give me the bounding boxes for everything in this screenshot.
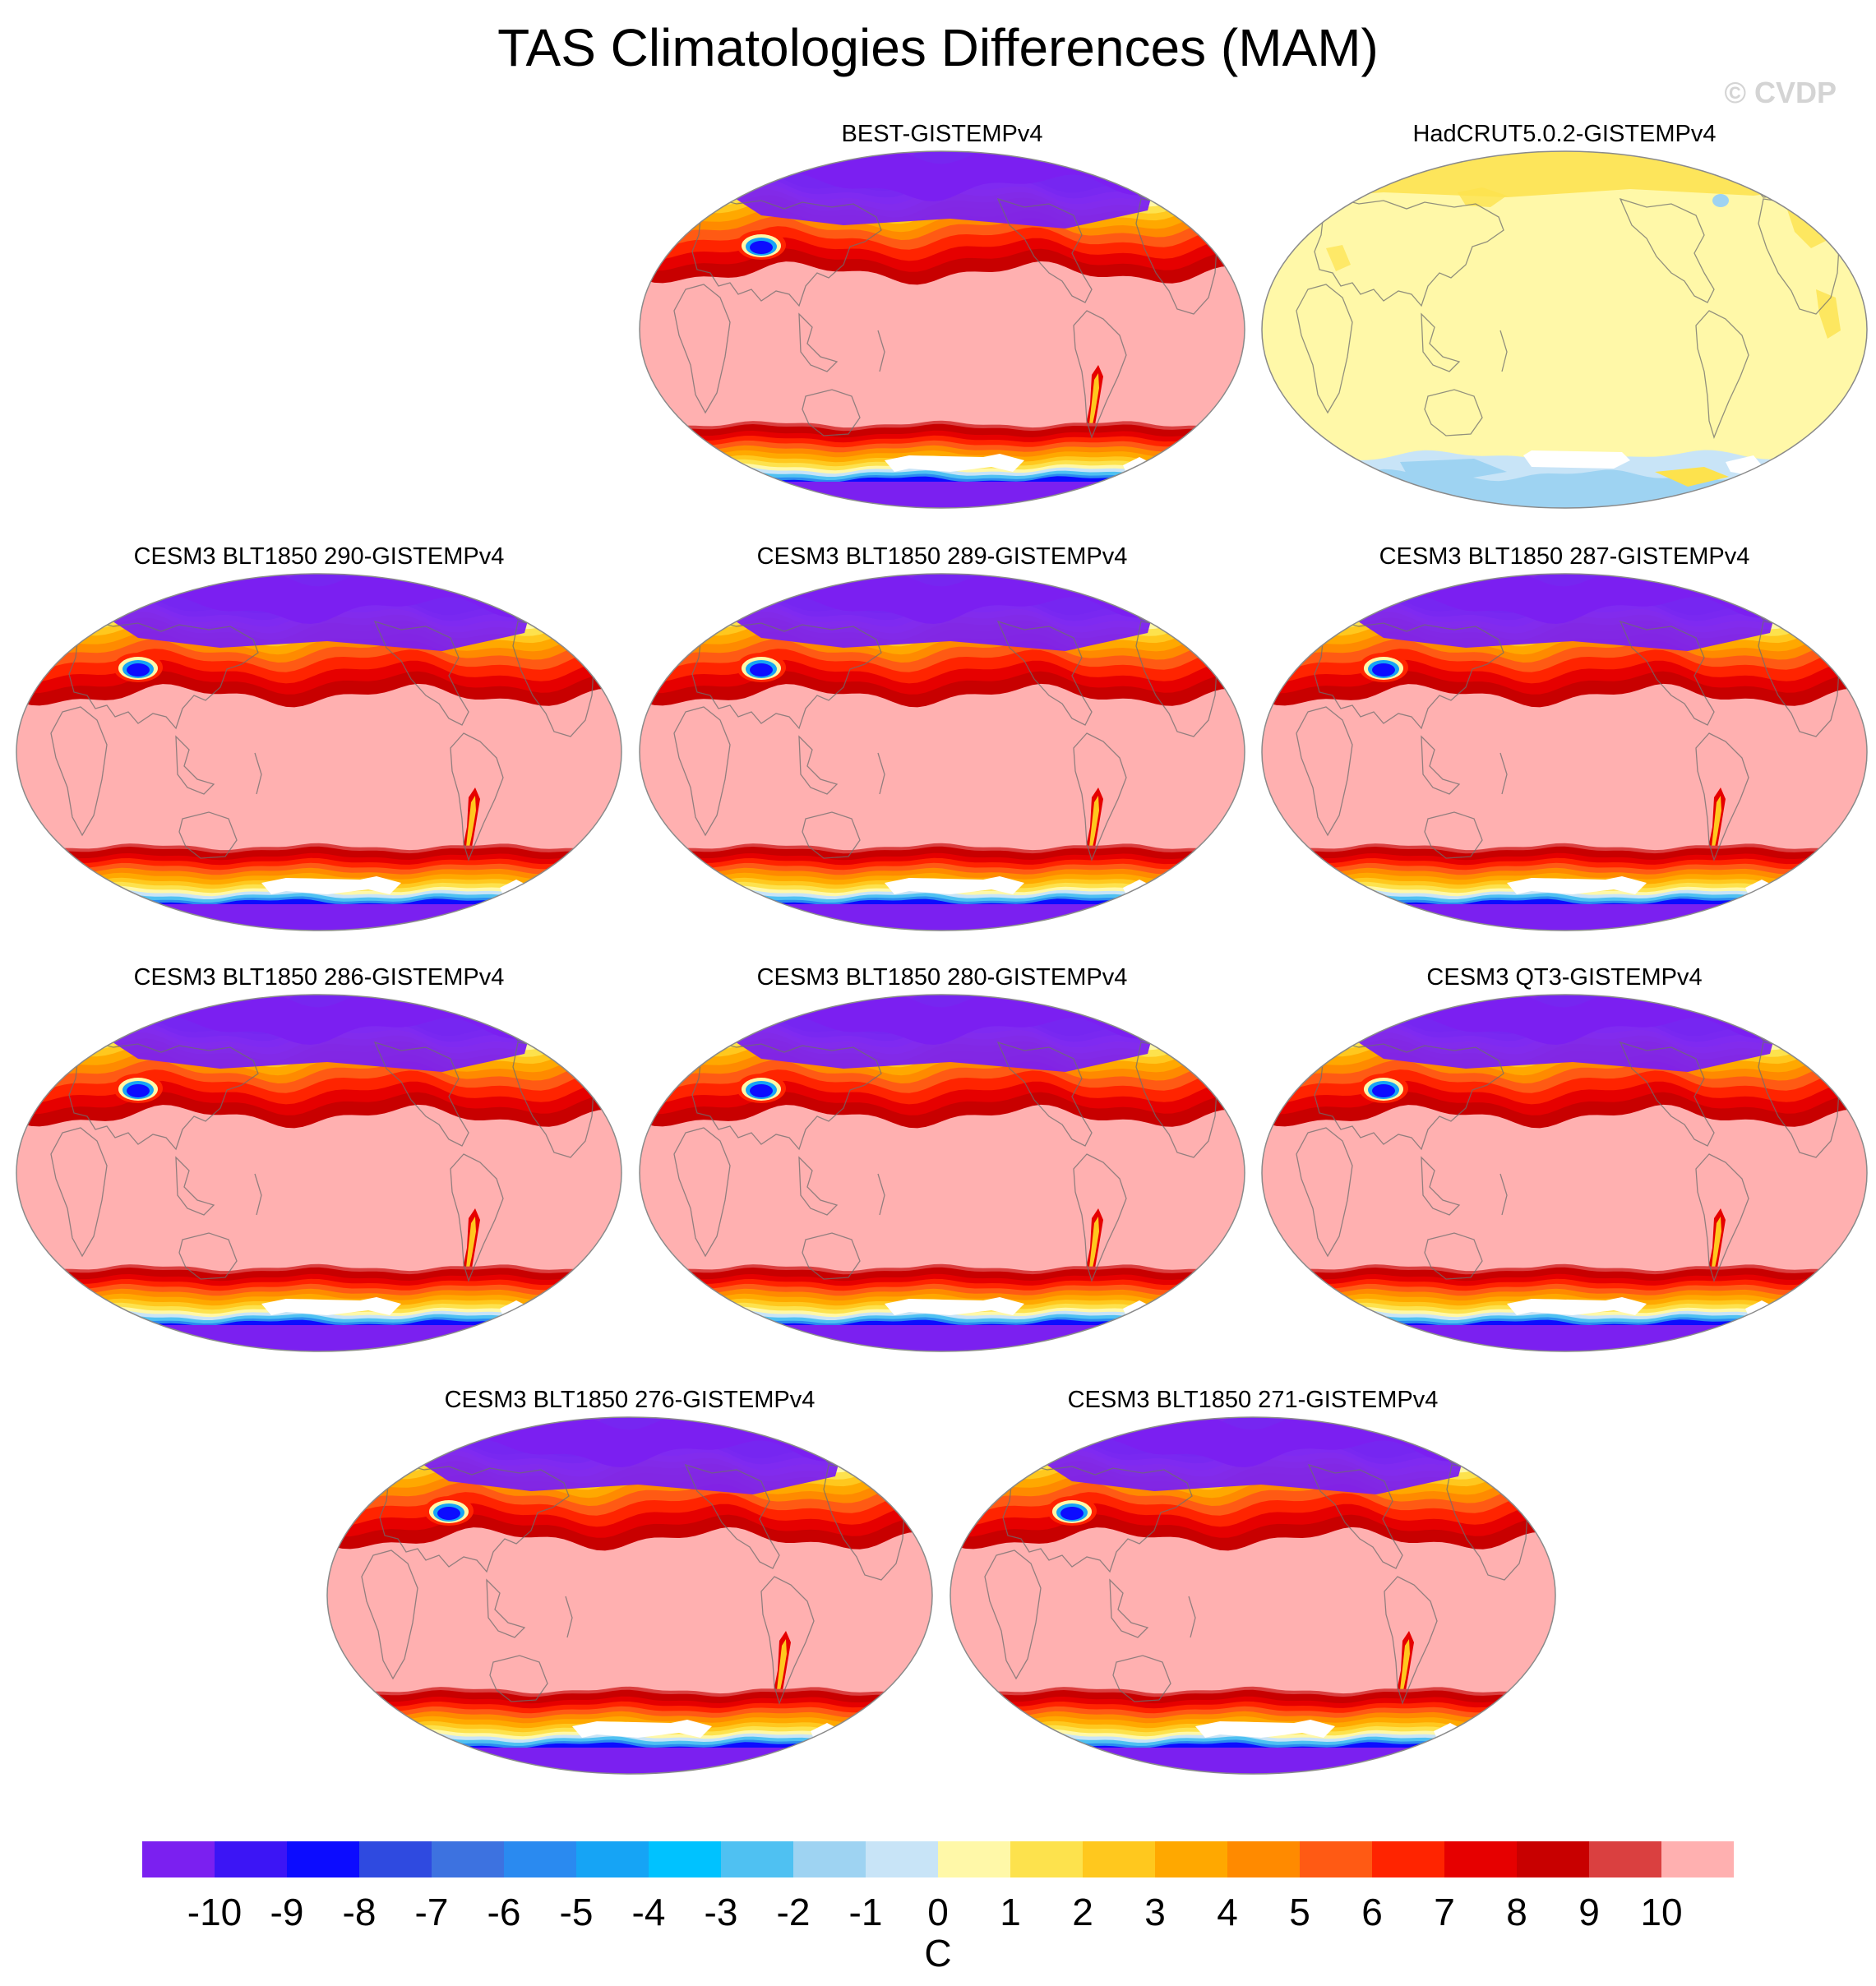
map-field xyxy=(639,573,1245,931)
panel-title: CESM3 BLT1850 289-GISTEMPv4 xyxy=(756,543,1128,570)
map-panel: CESM3 BLT1850 290-GISTEMPv4 xyxy=(15,543,623,932)
map-field xyxy=(639,150,1245,509)
colorbar-swatch xyxy=(287,1841,359,1877)
colorbar-tick-label: -9 xyxy=(270,1891,304,1933)
colorbar-tick-label: -4 xyxy=(632,1891,666,1933)
map-panel: CESM3 BLT1850 286-GISTEMPv4 xyxy=(15,963,623,1353)
colorbar-swatch xyxy=(1444,1841,1517,1877)
colorbar-tick-label: -6 xyxy=(487,1891,521,1933)
colorbar-tick-label: 4 xyxy=(1217,1891,1238,1933)
colorbar-swatch xyxy=(432,1841,504,1877)
map-field xyxy=(326,1416,933,1775)
map-panel: CESM3 BLT1850 289-GISTEMPv4 xyxy=(638,543,1246,932)
colorbar-tick-label: 7 xyxy=(1434,1891,1455,1933)
map-field xyxy=(950,1416,1556,1775)
panel-title: CESM3 QT3-GISTEMPv4 xyxy=(1426,964,1703,991)
watermark: © CVDP xyxy=(1724,76,1837,109)
colorbar-tick-label: -2 xyxy=(777,1891,811,1933)
colorbar-swatch xyxy=(1155,1841,1227,1877)
map-panel: CESM3 BLT1850 287-GISTEMPv4 xyxy=(1260,543,1869,932)
colorbar-swatch xyxy=(215,1841,287,1877)
colorbar-tick-label: 10 xyxy=(1640,1891,1682,1933)
colorbar-swatch xyxy=(1589,1841,1661,1877)
map-field xyxy=(1261,994,1868,1352)
map-panel: CESM3 BLT1850 271-GISTEMPv4 xyxy=(949,1386,1557,1776)
colorbar-tick-label: -8 xyxy=(343,1891,377,1933)
map-panel: CESM3 BLT1850 280-GISTEMPv4 xyxy=(638,963,1246,1353)
panel-title: BEST-GISTEMPv4 xyxy=(841,121,1043,147)
map-panel: CESM3 QT3-GISTEMPv4 xyxy=(1260,963,1869,1353)
colorbar-swatch xyxy=(504,1841,576,1877)
colorbar-swatch xyxy=(649,1841,721,1877)
colorbar-swatch xyxy=(576,1841,649,1877)
colorbar-outline xyxy=(142,1841,1734,1877)
colorbar-swatch xyxy=(1300,1841,1372,1877)
colorbar-swatch xyxy=(359,1841,432,1877)
map-field xyxy=(639,994,1245,1352)
colorbar-tick-label: 5 xyxy=(1289,1891,1310,1933)
colorbar-tick-label: -5 xyxy=(560,1891,594,1933)
colorbar-tick-label: 9 xyxy=(1578,1891,1600,1933)
colorbar-swatch xyxy=(1661,1841,1734,1877)
colorbar-swatch xyxy=(793,1841,866,1877)
colorbar-tick-label: 6 xyxy=(1361,1891,1383,1933)
colorbar-tick-label: -10 xyxy=(187,1891,242,1933)
colorbar-tick-label: -3 xyxy=(705,1891,738,1933)
panel-title: CESM3 BLT1850 276-GISTEMPv4 xyxy=(444,1387,816,1413)
panel-title: CESM3 BLT1850 280-GISTEMPv4 xyxy=(756,964,1128,991)
colorbar-swatch xyxy=(142,1841,215,1877)
colorbar-swatch xyxy=(1010,1841,1083,1877)
colorbar-tick-label: 8 xyxy=(1506,1891,1527,1933)
panel-title: CESM3 BLT1850 286-GISTEMPv4 xyxy=(133,964,505,991)
colorbar-swatch xyxy=(938,1841,1010,1877)
map-panel: HadCRUT5.0.2-GISTEMPv4 xyxy=(1260,120,1869,510)
colorbar-swatch xyxy=(721,1841,793,1877)
map-field xyxy=(16,573,622,931)
map-panel: BEST-GISTEMPv4 xyxy=(638,120,1246,510)
map-field xyxy=(16,994,622,1352)
colorbar-swatch xyxy=(1517,1841,1589,1877)
colorbar-tick-label: -7 xyxy=(415,1891,449,1933)
chart-title: TAS Climatologies Differences (MAM) xyxy=(497,18,1379,77)
panel-title: CESM3 BLT1850 290-GISTEMPv4 xyxy=(133,543,505,570)
map-panel: CESM3 BLT1850 276-GISTEMPv4 xyxy=(326,1386,934,1776)
map-field xyxy=(1261,150,1868,509)
panel-title: CESM3 BLT1850 271-GISTEMPv4 xyxy=(1067,1387,1439,1413)
colorbar-tick-label: 1 xyxy=(1000,1891,1021,1933)
colorbar-units-label: C xyxy=(924,1932,951,1974)
colorbar-swatch xyxy=(1227,1841,1300,1877)
colorbar-swatch xyxy=(866,1841,938,1877)
colorbar-tick-label: 3 xyxy=(1144,1891,1166,1933)
panel-title: HadCRUT5.0.2-GISTEMPv4 xyxy=(1412,121,1717,147)
colorbar-tick-label: -1 xyxy=(849,1891,883,1933)
colorbar-swatch xyxy=(1372,1841,1444,1877)
colorbar-swatch xyxy=(1083,1841,1155,1877)
panel-title: CESM3 BLT1850 287-GISTEMPv4 xyxy=(1379,543,1750,570)
colorbar-tick-label: 2 xyxy=(1072,1891,1093,1933)
colorbar-tick-label: 0 xyxy=(927,1891,949,1933)
map-field xyxy=(1261,573,1868,931)
